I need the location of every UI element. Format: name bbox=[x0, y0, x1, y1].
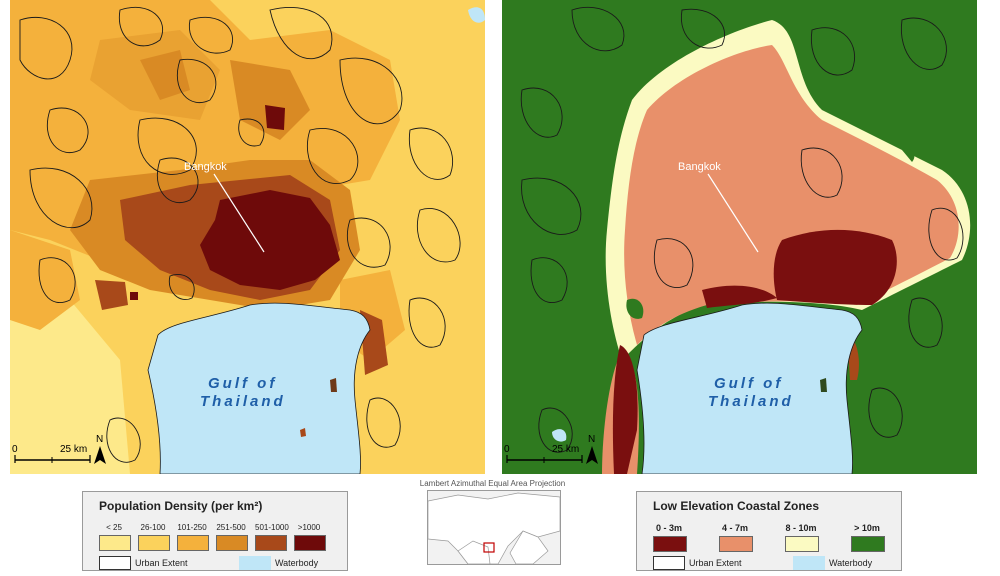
bangkok-label: Bangkok bbox=[678, 161, 721, 173]
legend-swatch bbox=[793, 556, 825, 570]
lecz-legend: Low Elevation Coastal Zones 0 - 3m 4 - 7m… bbox=[636, 491, 902, 571]
legend-class: 4 - 7m bbox=[719, 523, 753, 552]
legend-class-label: > 10m bbox=[854, 523, 880, 533]
legend-extra-label: Waterbody bbox=[829, 558, 873, 568]
north-label: N bbox=[588, 434, 595, 445]
scale-label: 25 km bbox=[60, 444, 87, 455]
legend-title: Low Elevation Coastal Zones bbox=[653, 499, 820, 513]
population-legend: Population Density (per km²) < 25 26-100 1… bbox=[82, 491, 348, 571]
legend-class: 101-250 bbox=[177, 523, 209, 551]
legend-swatch bbox=[99, 535, 131, 551]
legend-class-label: 8 - 10m bbox=[785, 523, 817, 533]
legend-class-label: 4 - 7m bbox=[721, 523, 748, 533]
legend-class: 0 - 3m bbox=[653, 523, 687, 552]
gulf-label-line2: Thailand bbox=[200, 393, 286, 410]
legend-swatch bbox=[99, 556, 131, 570]
lecz-map-graphic: Bangkok Gulf of Thailand 0 25 km N bbox=[502, 0, 977, 474]
legend-swatch bbox=[719, 536, 753, 552]
scale-zero: 0 bbox=[12, 444, 18, 455]
north-arrow-icon: N bbox=[586, 434, 598, 464]
legend-class-label: 0 - 3m bbox=[655, 523, 682, 533]
north-label: N bbox=[96, 434, 103, 445]
gulf-label-line1: Gulf of bbox=[208, 375, 277, 392]
legend-swatch bbox=[138, 535, 170, 551]
legend-class: > 10m bbox=[851, 523, 885, 552]
legend-class-label: 26-100 bbox=[140, 523, 166, 532]
legend-swatch bbox=[239, 556, 271, 570]
legend-class-label: >1000 bbox=[297, 523, 321, 532]
inset-locator-map bbox=[427, 490, 561, 565]
legend-class: 501-1000 bbox=[255, 523, 289, 551]
gulf-label-line2: Thailand bbox=[708, 393, 794, 410]
legend-class: 8 - 10m bbox=[785, 523, 819, 552]
gulf-label-line1: Gulf of bbox=[714, 375, 783, 392]
projection-label: Lambert Azimuthal Equal Area Projection bbox=[419, 479, 566, 488]
legend-swatch bbox=[851, 536, 885, 552]
legend-extra-label: Urban Extent bbox=[135, 558, 188, 568]
legend-swatch bbox=[294, 535, 326, 551]
legend-swatch bbox=[255, 535, 287, 551]
legend-class: < 25 bbox=[99, 523, 131, 551]
legend-swatch bbox=[177, 535, 209, 551]
scale-bar: 0 25 km bbox=[12, 444, 91, 463]
legend-swatch bbox=[216, 535, 248, 551]
legend-extra-label: Urban Extent bbox=[689, 558, 742, 568]
population-density-map[interactable]: Bangkok Gulf of Thailand 0 25 km N bbox=[10, 0, 485, 474]
lecz-map[interactable]: Bangkok Gulf of Thailand 0 25 km N bbox=[502, 0, 977, 474]
legend-class: >1000 bbox=[294, 523, 326, 551]
legend-swatch bbox=[653, 556, 685, 570]
legend-extra-label: Waterbody bbox=[275, 558, 319, 568]
legend-swatch bbox=[653, 536, 687, 552]
scale-bar: 0 25 km bbox=[504, 444, 583, 463]
legend-class: 251-500 bbox=[216, 523, 248, 551]
legend-class: 26-100 bbox=[138, 523, 170, 551]
scale-zero: 0 bbox=[504, 444, 510, 455]
bangkok-label: Bangkok bbox=[184, 161, 227, 173]
scale-label: 25 km bbox=[552, 444, 579, 455]
legend-class-label: 101-250 bbox=[177, 523, 207, 532]
legend-swatch bbox=[785, 536, 819, 552]
population-map-graphic: Bangkok Gulf of Thailand 0 25 km N bbox=[10, 0, 485, 474]
legend-class-label: 501-1000 bbox=[255, 523, 289, 532]
legend-class-label: 251-500 bbox=[216, 523, 246, 532]
legend-title: Population Density (per km²) bbox=[99, 499, 263, 513]
legend-class-label: < 25 bbox=[106, 523, 122, 532]
north-arrow-icon: N bbox=[94, 434, 106, 464]
